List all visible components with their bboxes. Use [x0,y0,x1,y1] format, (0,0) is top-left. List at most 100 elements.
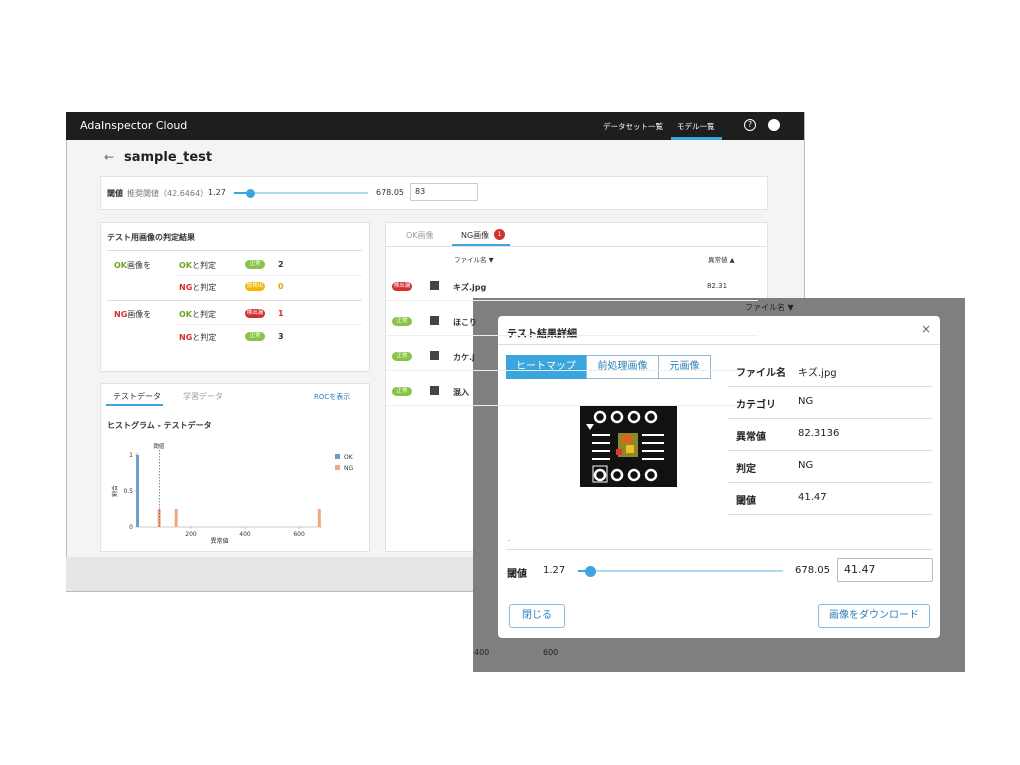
tab-underline [106,404,163,406]
tab[interactable]: OK画像 [406,231,434,240]
user-icon[interactable] [768,119,780,131]
label-em: OK [114,261,127,270]
bar [174,509,178,527]
x-tick-label: 400 [239,531,251,538]
slider-track[interactable] [578,570,783,572]
modal-title: テスト結果詳細 [507,325,577,340]
divider [386,300,758,301]
slider-knob[interactable] [245,188,255,198]
bg-tick: 600 [543,648,559,657]
divider [506,549,932,550]
nav-link[interactable]: データセット一覧 [603,122,663,131]
divider [175,275,362,276]
group-label: NG画像を [114,309,151,320]
help-icon[interactable]: ? [744,119,756,131]
file-name: カケ.j [453,353,475,362]
judge-em: OK [179,261,192,270]
judge-label: OKと判定 [179,309,216,320]
tab[interactable]: NG画像 [461,231,490,240]
divider [728,514,932,515]
detail-key: 異常値 [736,432,766,443]
app-title: AdaInspector Cloud [80,119,188,132]
bar [136,455,140,527]
divider [386,370,758,371]
legend-swatch [335,465,340,470]
divider [385,246,766,247]
judge-label: NGと判定 [179,332,216,343]
badge: 誤検出 [245,282,265,291]
close-button[interactable]: × [921,322,932,336]
detail-key: ファイル名 [736,368,786,379]
count: 0 [278,282,284,291]
results-title: テスト用画像の判定結果 [107,233,195,242]
legend-label: NG [344,465,353,472]
column-header[interactable]: ファイル名 ▼ [454,256,494,264]
y-tick-label: 1 [129,452,133,459]
badge: 正常 [392,317,412,326]
ng-count: 1 [494,229,505,240]
thumbnail [430,386,439,395]
legend-label: OK [344,454,354,461]
y-tick-label: 0.5 [123,488,133,495]
divider [728,386,932,387]
slider-max: 678.05 [795,565,830,576]
judge-text: と判定 [192,283,217,292]
detail-value: 41.47 [798,492,827,503]
file-name: ほこり [453,318,477,327]
x-tick-label: 200 [185,531,197,538]
threshold-input[interactable]: 41.47 [837,558,933,582]
detail-key: 判定 [736,464,756,475]
modal-tab[interactable]: ヒートマップ [506,355,586,379]
results-card [100,222,370,372]
threshold-label: 閾値 [107,189,123,198]
nav-underline [671,137,722,140]
bg-tick: 400 [474,648,490,657]
slider-min: 1.27 [208,188,226,197]
threshold-label: 閾値 [507,569,527,580]
detail-value: NG [798,396,814,407]
y-axis-label: 割合 [111,485,119,497]
slider-track[interactable] [234,192,368,194]
thumbnail [430,351,439,360]
y-tick-label: 0 [129,524,133,531]
divider [107,300,362,301]
judge-em: NG [179,333,193,342]
slider-knob[interactable] [584,565,596,577]
slider-min: 1.27 [543,565,566,576]
nav-link[interactable]: モデル一覧 [677,122,715,131]
detail-key: カテゴリ [736,400,776,411]
x-axis-label: 異常値 [210,537,228,545]
judge-text: と判定 [192,310,216,319]
label-text: 画像を [127,310,152,319]
close-button[interactable]: 閉じる [509,604,565,628]
tab-underline [452,244,510,246]
legend-swatch [335,454,340,459]
detail-value: 82.3136 [798,428,840,439]
column-header[interactable]: 異常値 ▲ [708,256,735,264]
divider [728,450,932,451]
threshold-label: 閾値 [153,442,165,450]
divider [386,335,758,336]
heatmap-image [580,405,677,487]
file-name: キズ.jpg [453,283,487,292]
back-arrow[interactable]: ← [104,150,115,164]
divider [498,344,940,345]
roc-link[interactable]: ROCを表示 [314,393,351,401]
label-text: 画像を [127,261,151,270]
modal-tab[interactable]: 元画像 [658,355,711,379]
histogram-card [100,383,370,552]
recommended: 推奨閾値（42.6464） [127,189,209,198]
tab[interactable]: 学習データ [183,392,223,401]
column-name: 異常値 [708,256,728,264]
bar [317,509,321,527]
tab[interactable]: テストデータ [113,392,161,401]
divider [728,418,932,419]
threshold-input[interactable]: 83 [410,183,478,201]
modal-tab[interactable]: 前処理画像 [586,355,659,379]
download-button[interactable]: 画像をダウンロード [818,604,930,628]
bg-column: ファイル名 ▼ [745,303,794,312]
judge-label: OKと判定 [179,260,216,271]
threshold-card [100,176,768,210]
badge: 検出漏 [392,282,412,291]
